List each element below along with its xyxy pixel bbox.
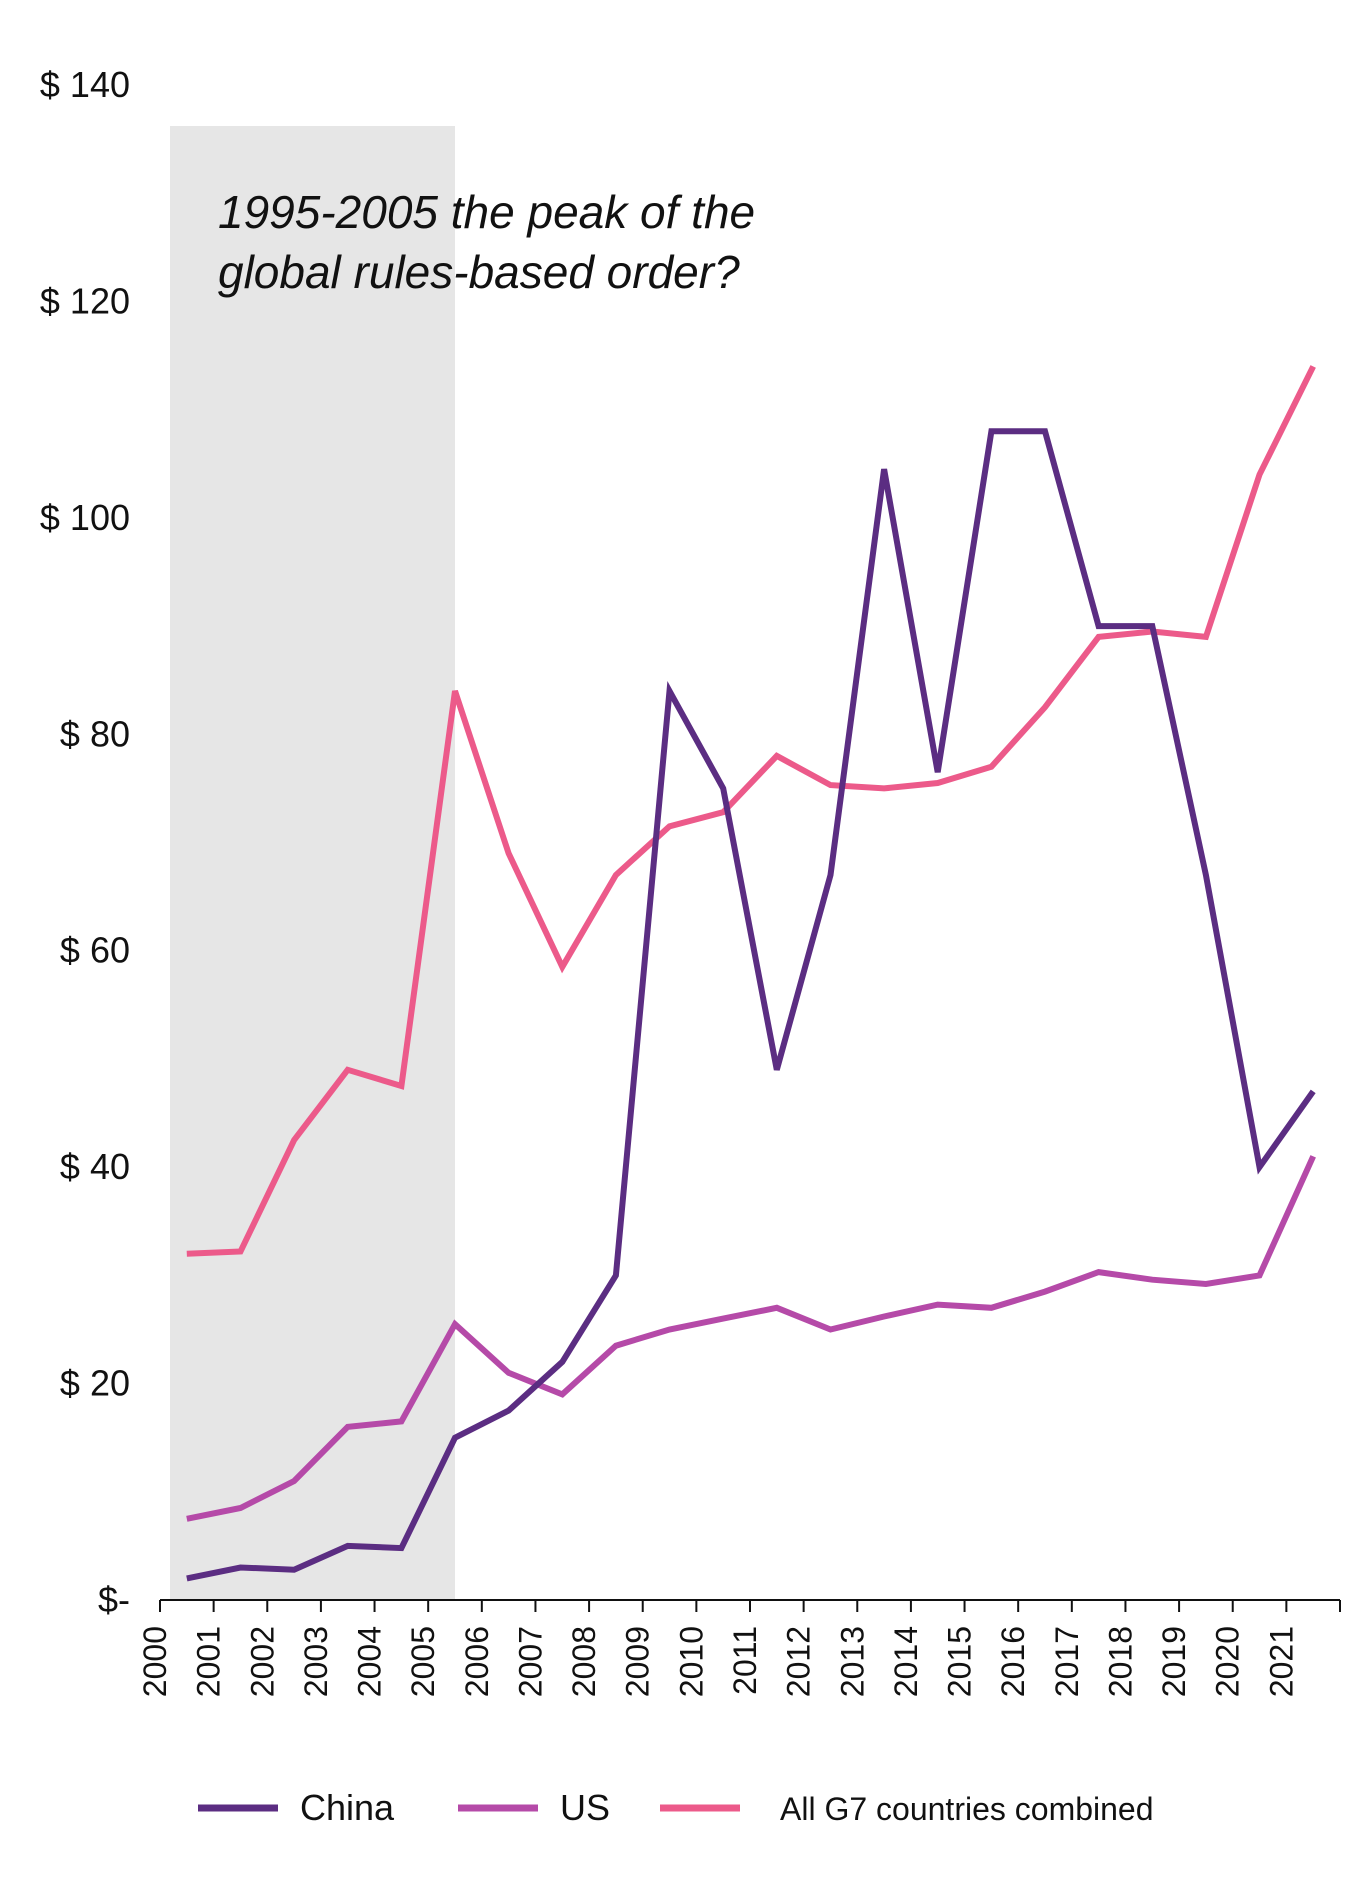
y-tick-label: $-	[98, 1579, 130, 1620]
x-tick-label: 2011	[727, 1626, 763, 1695]
x-tick-label: 2020	[1210, 1626, 1246, 1697]
x-tick-label: 2015	[942, 1626, 978, 1697]
y-tick-label: $ 60	[60, 930, 130, 971]
series-line-china	[186, 428, 1316, 1582]
y-tick-label: $ 120	[40, 280, 130, 321]
y-tick-label: $ 40	[60, 1146, 130, 1187]
x-tick-label: 2004	[352, 1626, 388, 1697]
x-tick-label: 2018	[1102, 1626, 1138, 1697]
x-tick-label: 2010	[673, 1626, 709, 1697]
x-tick-label: 2013	[834, 1626, 870, 1697]
x-tick-label: 2019	[1156, 1626, 1192, 1697]
x-tick-label: 2006	[459, 1626, 495, 1697]
x-tick-label: 2021	[1263, 1626, 1299, 1697]
x-tick-label: 2017	[1049, 1626, 1085, 1697]
annotation-line-1: 1995-2005 the peak of the	[218, 186, 755, 238]
y-tick-label: $ 80	[60, 713, 130, 754]
y-axis: $- $ 20 $ 40 $ 60 $ 80 $ 100 $ 120 $ 140	[40, 64, 130, 1620]
shaded-region	[170, 126, 455, 1600]
x-tick-label: 2016	[995, 1626, 1031, 1697]
x-tick-label: 2014	[888, 1626, 924, 1697]
annotation: 1995-2005 the peak of the global rules-b…	[218, 186, 755, 298]
x-tick-label: 2007	[512, 1626, 548, 1697]
series-line-us	[186, 1155, 1316, 1522]
x-tick-label: 2003	[298, 1626, 334, 1697]
series-line-all-g7-countries-combined	[186, 365, 1316, 1257]
x-tick-label: 2008	[566, 1626, 602, 1697]
legend-label: China	[300, 1787, 395, 1828]
y-tick-label: $ 20	[60, 1363, 130, 1404]
y-tick-label: $ 100	[40, 497, 130, 538]
legend-label: US	[560, 1787, 610, 1828]
x-tick-label: 2000	[137, 1626, 173, 1697]
legend: China US All G7 countries combined	[198, 1787, 1154, 1828]
x-tick-label: 2009	[620, 1626, 656, 1697]
series-lines	[186, 365, 1316, 1582]
y-tick-label: $ 140	[40, 64, 130, 105]
x-axis: 2000 2001 2002 2003 2004 2005 2006 2007 2008 2009…	[137, 1600, 1341, 1697]
legend-label: All G7 countries combined	[780, 1791, 1154, 1827]
x-tick-label: 2002	[244, 1626, 280, 1697]
annotation-line-2: global rules-based order?	[218, 246, 740, 298]
x-tick-label: 2005	[405, 1626, 441, 1697]
x-tick-label: 2001	[191, 1626, 227, 1697]
x-tick-label: 2012	[781, 1626, 817, 1697]
